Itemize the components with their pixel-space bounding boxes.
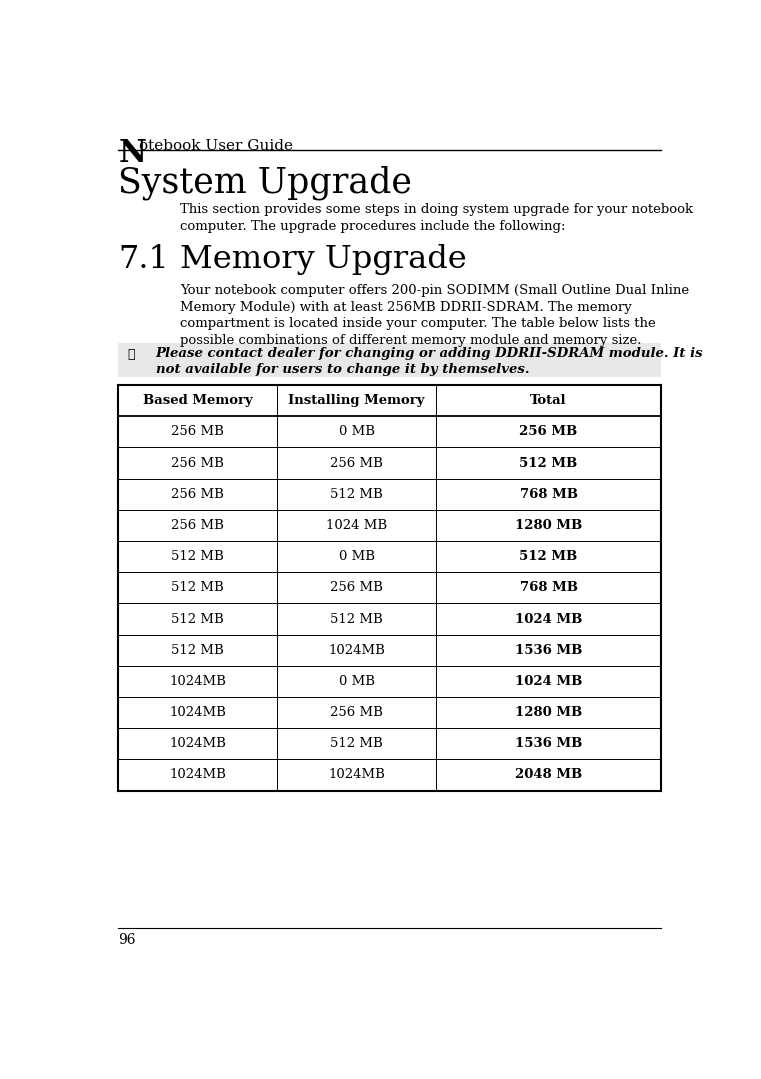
Text: computer. The upgrade procedures include the following:: computer. The upgrade procedures include…: [180, 220, 566, 233]
Text: 512 MB: 512 MB: [330, 613, 383, 626]
Text: 1024MB: 1024MB: [170, 706, 226, 719]
Text: 512 MB: 512 MB: [330, 737, 383, 750]
Text: 256 MB: 256 MB: [171, 519, 224, 532]
Text: 512 MB: 512 MB: [171, 644, 224, 657]
Text: System Upgrade: System Upgrade: [119, 166, 412, 201]
Text: 0 MB: 0 MB: [339, 425, 374, 438]
Text: Based Memory: Based Memory: [143, 394, 253, 407]
Text: 96: 96: [119, 933, 136, 947]
Text: 1024MB: 1024MB: [170, 674, 226, 688]
Text: 256 MB: 256 MB: [171, 456, 224, 469]
Text: Memory Module) with at least 256MB DDRII-SDRAM. The memory: Memory Module) with at least 256MB DDRII…: [180, 301, 632, 314]
Text: 512 MB: 512 MB: [171, 550, 224, 563]
Text: N: N: [119, 138, 146, 169]
Text: 2048 MB: 2048 MB: [515, 768, 582, 781]
Text: 1024MB: 1024MB: [170, 737, 226, 750]
Text: 1024MB: 1024MB: [328, 768, 385, 781]
Text: Please contact dealer for changing or adding DDRII-SDRAM module. It is: Please contact dealer for changing or ad…: [155, 347, 703, 360]
Text: 1024 MB: 1024 MB: [514, 674, 582, 688]
Text: 1280 MB: 1280 MB: [515, 706, 582, 719]
Text: otebook User Guide: otebook User Guide: [139, 139, 293, 153]
Text: 1024MB: 1024MB: [170, 768, 226, 781]
Text: 0 MB: 0 MB: [339, 674, 374, 688]
Text: 512 MB: 512 MB: [171, 613, 224, 626]
Text: 1536 MB: 1536 MB: [514, 644, 582, 657]
Text: Memory Upgrade: Memory Upgrade: [180, 244, 467, 275]
Text: Your notebook computer offers 200-pin SODIMM (Small Outline Dual Inline: Your notebook computer offers 200-pin SO…: [180, 284, 689, 297]
Text: 768 MB: 768 MB: [520, 582, 578, 595]
Text: compartment is located inside your computer. The table below lists the: compartment is located inside your compu…: [180, 317, 656, 330]
Text: 256 MB: 256 MB: [171, 488, 224, 501]
Text: Total: Total: [530, 394, 567, 407]
Text: 256 MB: 256 MB: [171, 425, 224, 438]
Text: 768 MB: 768 MB: [520, 488, 578, 501]
Text: not available for users to change it by themselves.: not available for users to change it by …: [155, 364, 529, 377]
Text: ✎: ✎: [128, 349, 135, 361]
Text: 512 MB: 512 MB: [171, 582, 224, 595]
Text: 1024 MB: 1024 MB: [514, 613, 582, 626]
Text: 1280 MB: 1280 MB: [515, 519, 582, 532]
Text: This section provides some steps in doing system upgrade for your notebook: This section provides some steps in doin…: [180, 204, 693, 217]
Text: 512 MB: 512 MB: [519, 456, 578, 469]
Text: 512 MB: 512 MB: [519, 550, 578, 563]
Text: 512 MB: 512 MB: [330, 488, 383, 501]
Text: possible combinations of different memory module and memory size.: possible combinations of different memor…: [180, 333, 642, 347]
Text: 7.1: 7.1: [119, 244, 169, 275]
Text: 1024 MB: 1024 MB: [326, 519, 387, 532]
Text: 256 MB: 256 MB: [330, 456, 383, 469]
Bar: [119, 343, 661, 377]
Text: 256 MB: 256 MB: [330, 706, 383, 719]
Text: 256 MB: 256 MB: [330, 582, 383, 595]
Text: 256 MB: 256 MB: [519, 425, 578, 438]
Text: 1536 MB: 1536 MB: [514, 737, 582, 750]
Text: 0 MB: 0 MB: [339, 550, 374, 563]
Text: 1024MB: 1024MB: [328, 644, 385, 657]
Text: Installing Memory: Installing Memory: [288, 394, 425, 407]
